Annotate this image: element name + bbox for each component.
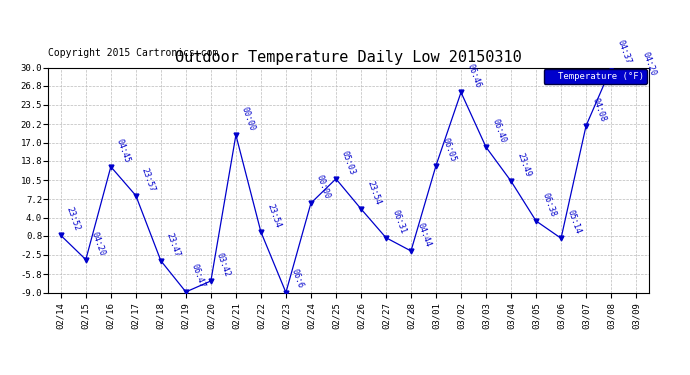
Text: 04:20: 04:20 [90, 230, 107, 257]
Text: Copyright 2015 Cartronics.com: Copyright 2015 Cartronics.com [48, 48, 219, 58]
Text: 06:31: 06:31 [390, 209, 407, 235]
Text: 06:47: 06:47 [190, 262, 207, 289]
Text: 03:42: 03:42 [215, 252, 232, 278]
Text: 05:14: 05:14 [565, 209, 582, 236]
Text: 04:37: 04:37 [615, 39, 632, 65]
Text: 00:00: 00:00 [240, 106, 257, 132]
Text: 23:54: 23:54 [265, 202, 282, 229]
Legend: Temperature (°F): Temperature (°F) [544, 69, 647, 84]
Text: 06:38: 06:38 [540, 192, 558, 218]
Text: 06:40: 06:40 [490, 118, 507, 144]
Text: 23:49: 23:49 [515, 152, 532, 178]
Text: 06:05: 06:05 [440, 136, 457, 163]
Text: 04:08: 04:08 [590, 96, 607, 123]
Text: 05:03: 05:03 [340, 150, 357, 176]
Text: 04:45: 04:45 [115, 137, 132, 164]
Text: 23:54: 23:54 [365, 180, 382, 206]
Title: Outdoor Temperature Daily Low 20150310: Outdoor Temperature Daily Low 20150310 [175, 50, 522, 65]
Text: 06:46: 06:46 [465, 63, 482, 90]
Text: 23:47: 23:47 [165, 231, 182, 258]
Text: 23:57: 23:57 [140, 166, 157, 193]
Text: 00:00: 00:00 [315, 174, 332, 200]
Text: 23:52: 23:52 [65, 206, 82, 232]
Text: 06:6: 06:6 [290, 268, 306, 290]
Text: 04:44: 04:44 [415, 222, 432, 248]
Text: 04:20: 04:20 [640, 51, 658, 77]
